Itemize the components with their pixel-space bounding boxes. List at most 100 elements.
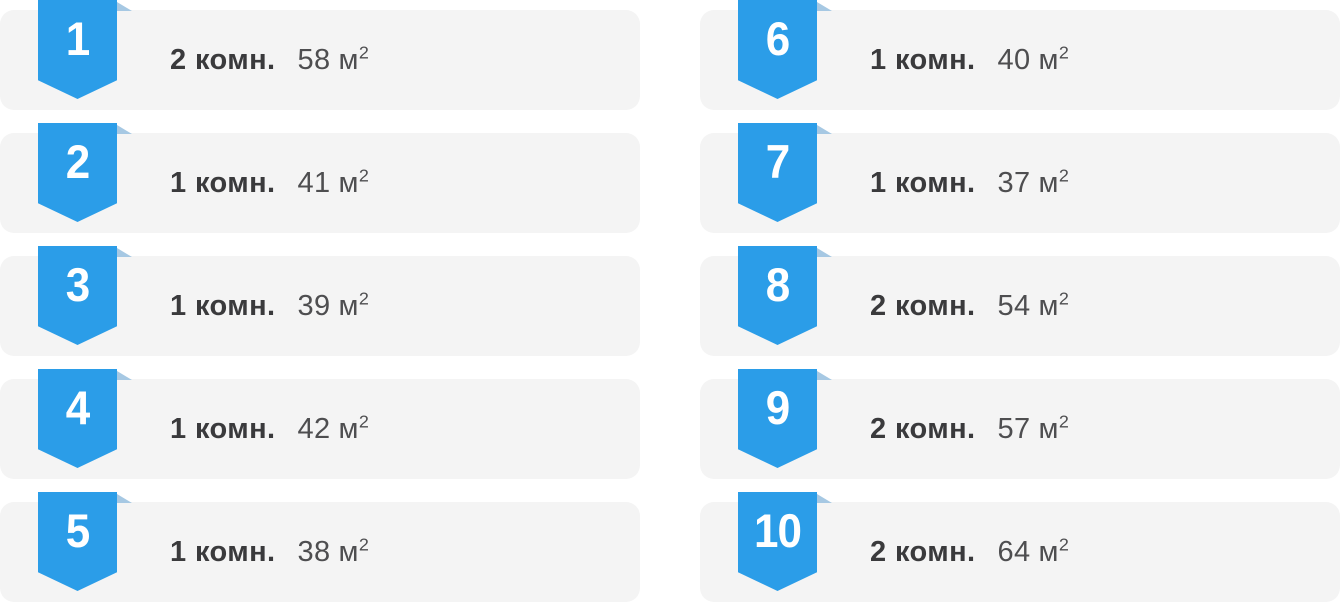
rank-number: 10 bbox=[754, 505, 802, 558]
area-label: 58 м2 bbox=[297, 41, 370, 77]
ribbon-fold-icon bbox=[817, 2, 832, 11]
rooms-label: 2 комн. bbox=[870, 412, 976, 445]
listing-info: 1 комн. 41 м2 bbox=[170, 133, 369, 233]
listing-card[interactable]: 8 2 комн. 54 м2 bbox=[700, 246, 1340, 356]
area-label: 38 м2 bbox=[297, 533, 370, 569]
ribbon-fold-icon bbox=[117, 371, 132, 380]
listing-card[interactable]: 2 1 комн. 41 м2 bbox=[0, 123, 640, 233]
area-unit-base: м bbox=[338, 289, 359, 322]
area-label: 37 м2 bbox=[997, 164, 1070, 200]
ribbon-fold-icon bbox=[817, 248, 832, 257]
area-value: 38 bbox=[297, 535, 331, 568]
area-unit: м2 bbox=[338, 412, 370, 445]
area-value: 42 bbox=[297, 412, 331, 445]
area-unit-base: м bbox=[1038, 412, 1059, 445]
area-unit-exponent: 2 bbox=[358, 533, 370, 554]
rank-ribbon-icon: 7 bbox=[738, 123, 817, 222]
listing-card[interactable]: 4 1 комн. 42 м2 bbox=[0, 369, 640, 479]
area-value: 54 bbox=[997, 289, 1031, 322]
area-label: 41 м2 bbox=[297, 164, 370, 200]
area-unit-exponent: 2 bbox=[1058, 410, 1070, 431]
ribbon-fold-icon bbox=[117, 494, 132, 503]
area-unit-exponent: 2 bbox=[358, 41, 370, 62]
area-unit: м2 bbox=[1038, 410, 1070, 445]
rank-ribbon-icon: 3 bbox=[38, 246, 117, 345]
area-label: 39 м2 bbox=[297, 287, 370, 323]
rooms-label: 1 комн. bbox=[170, 535, 276, 568]
area-unit-base: м bbox=[1038, 289, 1059, 322]
rooms-label: 1 комн. bbox=[870, 43, 976, 76]
rank-ribbon-icon: 5 bbox=[38, 492, 117, 591]
area-unit-exponent: 2 bbox=[1058, 287, 1070, 308]
listing-info: 1 комн. 39 м2 bbox=[170, 256, 369, 356]
area-value: 37 bbox=[997, 166, 1031, 199]
listing-card[interactable]: 6 1 комн. 40 м2 bbox=[700, 0, 1340, 110]
rank-ribbon-icon: 6 bbox=[738, 0, 817, 99]
area-unit-base: м bbox=[1038, 535, 1059, 568]
area-unit: м2 bbox=[338, 41, 370, 76]
rank-ribbon-icon: 4 bbox=[38, 369, 117, 468]
area-value: 41 bbox=[297, 166, 331, 199]
listing-card[interactable]: 1 2 комн. 58 м2 bbox=[0, 0, 640, 110]
area-value: 58 bbox=[297, 43, 331, 76]
listing-card[interactable]: 7 1 комн. 37 м2 bbox=[700, 123, 1340, 233]
ribbon-fold-icon bbox=[117, 125, 132, 134]
rank-number: 2 bbox=[65, 136, 91, 189]
area-unit-exponent: 2 bbox=[1058, 533, 1070, 554]
area-unit-base: м bbox=[338, 412, 359, 445]
area-unit-base: м bbox=[338, 166, 359, 199]
area-unit: м2 bbox=[1038, 287, 1070, 322]
listing-card[interactable]: 3 1 комн. 39 м2 bbox=[0, 246, 640, 356]
listing-column-right: 6 1 комн. 40 м2 7 1 комн. 37 м2 8 2 комн. … bbox=[700, 0, 1340, 602]
listing-column-left: 1 2 комн. 58 м2 2 1 комн. 41 м2 3 1 комн. … bbox=[0, 0, 640, 602]
ribbon-fold-icon bbox=[117, 248, 132, 257]
area-unit-exponent: 2 bbox=[358, 287, 370, 308]
listing-info: 1 комн. 38 м2 bbox=[170, 502, 369, 602]
area-unit-base: м bbox=[1038, 43, 1059, 76]
rooms-label: 1 комн. bbox=[170, 166, 276, 199]
area-unit: м2 bbox=[1038, 164, 1070, 199]
listing-info: 1 комн. 42 м2 bbox=[170, 379, 369, 479]
rank-ribbon-icon: 9 bbox=[738, 369, 817, 468]
area-unit-base: м bbox=[338, 43, 359, 76]
area-value: 57 bbox=[997, 412, 1031, 445]
rooms-label: 1 комн. bbox=[870, 166, 976, 199]
listing-info: 1 комн. 37 м2 bbox=[870, 133, 1069, 233]
area-label: 54 м2 bbox=[997, 287, 1070, 323]
ribbon-fold-icon bbox=[817, 371, 832, 380]
listing-info: 2 комн. 64 м2 bbox=[870, 502, 1069, 602]
rooms-label: 1 комн. bbox=[170, 289, 276, 322]
rank-number: 8 bbox=[765, 259, 791, 312]
rooms-label: 1 комн. bbox=[170, 412, 276, 445]
listing-info: 1 комн. 40 м2 bbox=[870, 10, 1069, 110]
rooms-label: 2 комн. bbox=[870, 535, 976, 568]
area-label: 64 м2 bbox=[997, 533, 1070, 569]
listing-card[interactable]: 10 2 комн. 64 м2 bbox=[700, 492, 1340, 602]
area-unit: м2 bbox=[338, 533, 370, 568]
listing-card[interactable]: 5 1 комн. 38 м2 bbox=[0, 492, 640, 602]
rank-ribbon-icon: 8 bbox=[738, 246, 817, 345]
rank-number: 1 bbox=[65, 13, 91, 66]
ribbon-fold-icon bbox=[817, 125, 832, 134]
rank-number: 9 bbox=[765, 382, 791, 435]
area-unit-base: м bbox=[1038, 166, 1059, 199]
area-label: 42 м2 bbox=[297, 412, 370, 446]
rooms-label: 2 комн. bbox=[170, 43, 276, 76]
area-unit-exponent: 2 bbox=[1058, 41, 1070, 62]
area-unit-exponent: 2 bbox=[358, 164, 370, 185]
ribbon-fold-icon bbox=[817, 494, 832, 503]
area-label: 40 м2 bbox=[997, 41, 1070, 77]
area-unit-exponent: 2 bbox=[1058, 164, 1070, 185]
rank-number: 4 bbox=[65, 382, 91, 435]
rank-number: 3 bbox=[65, 259, 91, 312]
area-unit: м2 bbox=[338, 287, 370, 322]
area-unit-base: м bbox=[338, 535, 359, 568]
area-unit: м2 bbox=[1038, 41, 1070, 76]
rank-number: 6 bbox=[765, 13, 791, 66]
rank-number: 5 bbox=[65, 505, 91, 558]
rank-number: 7 bbox=[765, 136, 791, 189]
area-value: 40 bbox=[997, 43, 1031, 76]
listing-card[interactable]: 9 2 комн. 57 м2 bbox=[700, 369, 1340, 479]
ribbon-fold-icon bbox=[117, 2, 132, 11]
